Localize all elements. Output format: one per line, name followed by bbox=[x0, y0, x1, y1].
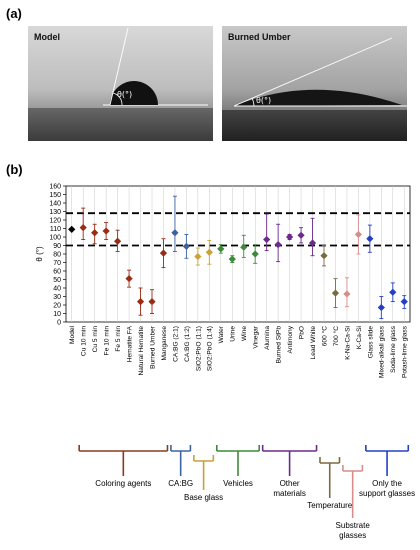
group-label: CA:BG bbox=[168, 479, 193, 488]
group-label: Other bbox=[280, 479, 300, 488]
data-point-12 bbox=[205, 248, 213, 256]
y-tick-label: 70 bbox=[53, 260, 61, 267]
data-point-9 bbox=[171, 229, 179, 237]
y-tick-label: 150 bbox=[49, 192, 61, 199]
burned-umber-droplet-drawing bbox=[222, 37, 407, 141]
category-label: 600 °C bbox=[320, 326, 328, 346]
category-label: K-Na-Ca-Si bbox=[344, 325, 351, 359]
category-label: Wine bbox=[241, 326, 248, 341]
data-point-25 bbox=[354, 230, 362, 239]
group-label: Only the bbox=[372, 479, 402, 488]
group-label: Temperature bbox=[307, 501, 352, 510]
category-label: Hematite FA bbox=[126, 325, 133, 362]
data-point-23 bbox=[331, 289, 340, 297]
data-point-7 bbox=[148, 298, 156, 306]
data-point-24 bbox=[343, 290, 351, 298]
category-label: Mixed-alkali glass bbox=[379, 325, 386, 378]
category-label: Natural Hematite bbox=[138, 326, 145, 376]
data-point-17 bbox=[263, 235, 271, 244]
data-point-26 bbox=[366, 235, 374, 243]
y-tick-label: 10 bbox=[53, 311, 61, 318]
category-label: 700 °C bbox=[332, 326, 340, 346]
category-label: Fe 10 min bbox=[104, 326, 111, 356]
data-point-20 bbox=[297, 231, 305, 239]
y-tick-label: 0 bbox=[57, 319, 61, 326]
category-label: Cu 5 min bbox=[92, 326, 99, 353]
y-tick-label: 80 bbox=[53, 251, 61, 258]
group-label: Vehicles bbox=[223, 479, 253, 488]
y-tick-label: 110 bbox=[50, 226, 61, 233]
category-label: Model bbox=[69, 325, 76, 343]
category-label: Manganese bbox=[161, 326, 168, 361]
category-label: Soda-lime glass bbox=[390, 325, 397, 373]
panel-b-label: (b) bbox=[6, 162, 23, 177]
data-point-29 bbox=[400, 298, 408, 306]
y-tick-label: 140 bbox=[49, 200, 61, 207]
burned-umber-photo-title: Burned Umber bbox=[228, 32, 291, 42]
y-tick-label: 100 bbox=[49, 234, 61, 241]
y-tick-label: 90 bbox=[53, 243, 61, 250]
data-point-11 bbox=[194, 252, 202, 261]
y-axis-label: θ (°) bbox=[35, 246, 44, 262]
data-point-27 bbox=[377, 303, 385, 312]
data-point-19 bbox=[286, 233, 294, 241]
data-point-16 bbox=[251, 250, 259, 258]
category-label: Burned StPb bbox=[276, 326, 283, 364]
y-tick-label: 130 bbox=[49, 209, 61, 216]
y-tick-label: 60 bbox=[53, 268, 61, 275]
data-point-13 bbox=[217, 245, 225, 253]
y-tick-label: 120 bbox=[49, 217, 61, 224]
group-label: glasses bbox=[339, 531, 366, 540]
category-label: K-Ca-Si bbox=[356, 325, 363, 349]
data-point-0 bbox=[68, 225, 76, 233]
data-point-4 bbox=[114, 237, 122, 245]
data-point-3 bbox=[102, 227, 110, 235]
category-label: Water bbox=[218, 325, 225, 343]
data-point-6 bbox=[136, 298, 145, 306]
category-label: Alumina bbox=[264, 326, 271, 350]
category-label: PbO bbox=[298, 326, 305, 339]
data-point-14 bbox=[228, 255, 236, 263]
y-tick-label: 40 bbox=[53, 285, 61, 292]
category-label: Potash-lime glass bbox=[402, 325, 409, 378]
y-tick-label: 160 bbox=[49, 183, 61, 190]
category-label: Burned Umber bbox=[149, 325, 156, 369]
group-label: Coloring agents bbox=[95, 479, 151, 488]
data-point-22 bbox=[320, 252, 328, 260]
category-label: SiO2:PbO (1:1) bbox=[195, 326, 202, 371]
category-label: Vinegar bbox=[253, 325, 260, 348]
data-point-8 bbox=[159, 249, 168, 257]
model-droplet-drawing bbox=[28, 27, 213, 141]
category-label: Antimony bbox=[287, 325, 294, 353]
data-point-21 bbox=[308, 239, 317, 247]
data-point-28 bbox=[389, 288, 397, 296]
data-point-5 bbox=[125, 275, 133, 283]
category-label: Fe 5 min bbox=[115, 326, 122, 352]
y-tick-label: 30 bbox=[53, 294, 61, 301]
category-label: Cu 10 min bbox=[81, 326, 88, 356]
category-label: SiO2:PbO (1:4) bbox=[207, 326, 214, 371]
category-label: Glass slide bbox=[367, 326, 374, 359]
group-label: Substrate bbox=[336, 521, 371, 530]
group-label: support glasses bbox=[359, 489, 415, 498]
model-photo-title: Model bbox=[34, 32, 60, 42]
data-point-1 bbox=[79, 224, 87, 232]
data-point-15 bbox=[240, 243, 248, 251]
data-point-2 bbox=[91, 229, 99, 237]
burned-umber-droplet-photo: Burned Umber θ(°) bbox=[222, 26, 407, 141]
y-tick-label: 20 bbox=[53, 302, 61, 309]
panel-a-label: (a) bbox=[6, 6, 22, 21]
data-point-18 bbox=[274, 241, 282, 249]
category-label: CA:BG (2:1) bbox=[172, 326, 179, 362]
category-label: CA:BG (1:2) bbox=[184, 326, 191, 362]
category-label: Urine bbox=[230, 326, 237, 342]
data-point-10 bbox=[182, 242, 190, 250]
y-tick-label: 50 bbox=[53, 277, 61, 284]
model-droplet-photo: Model θ(°) bbox=[28, 26, 213, 141]
group-label: Base glass bbox=[184, 493, 223, 502]
category-label: Lead White bbox=[310, 326, 317, 360]
group-label: materials bbox=[273, 489, 305, 498]
